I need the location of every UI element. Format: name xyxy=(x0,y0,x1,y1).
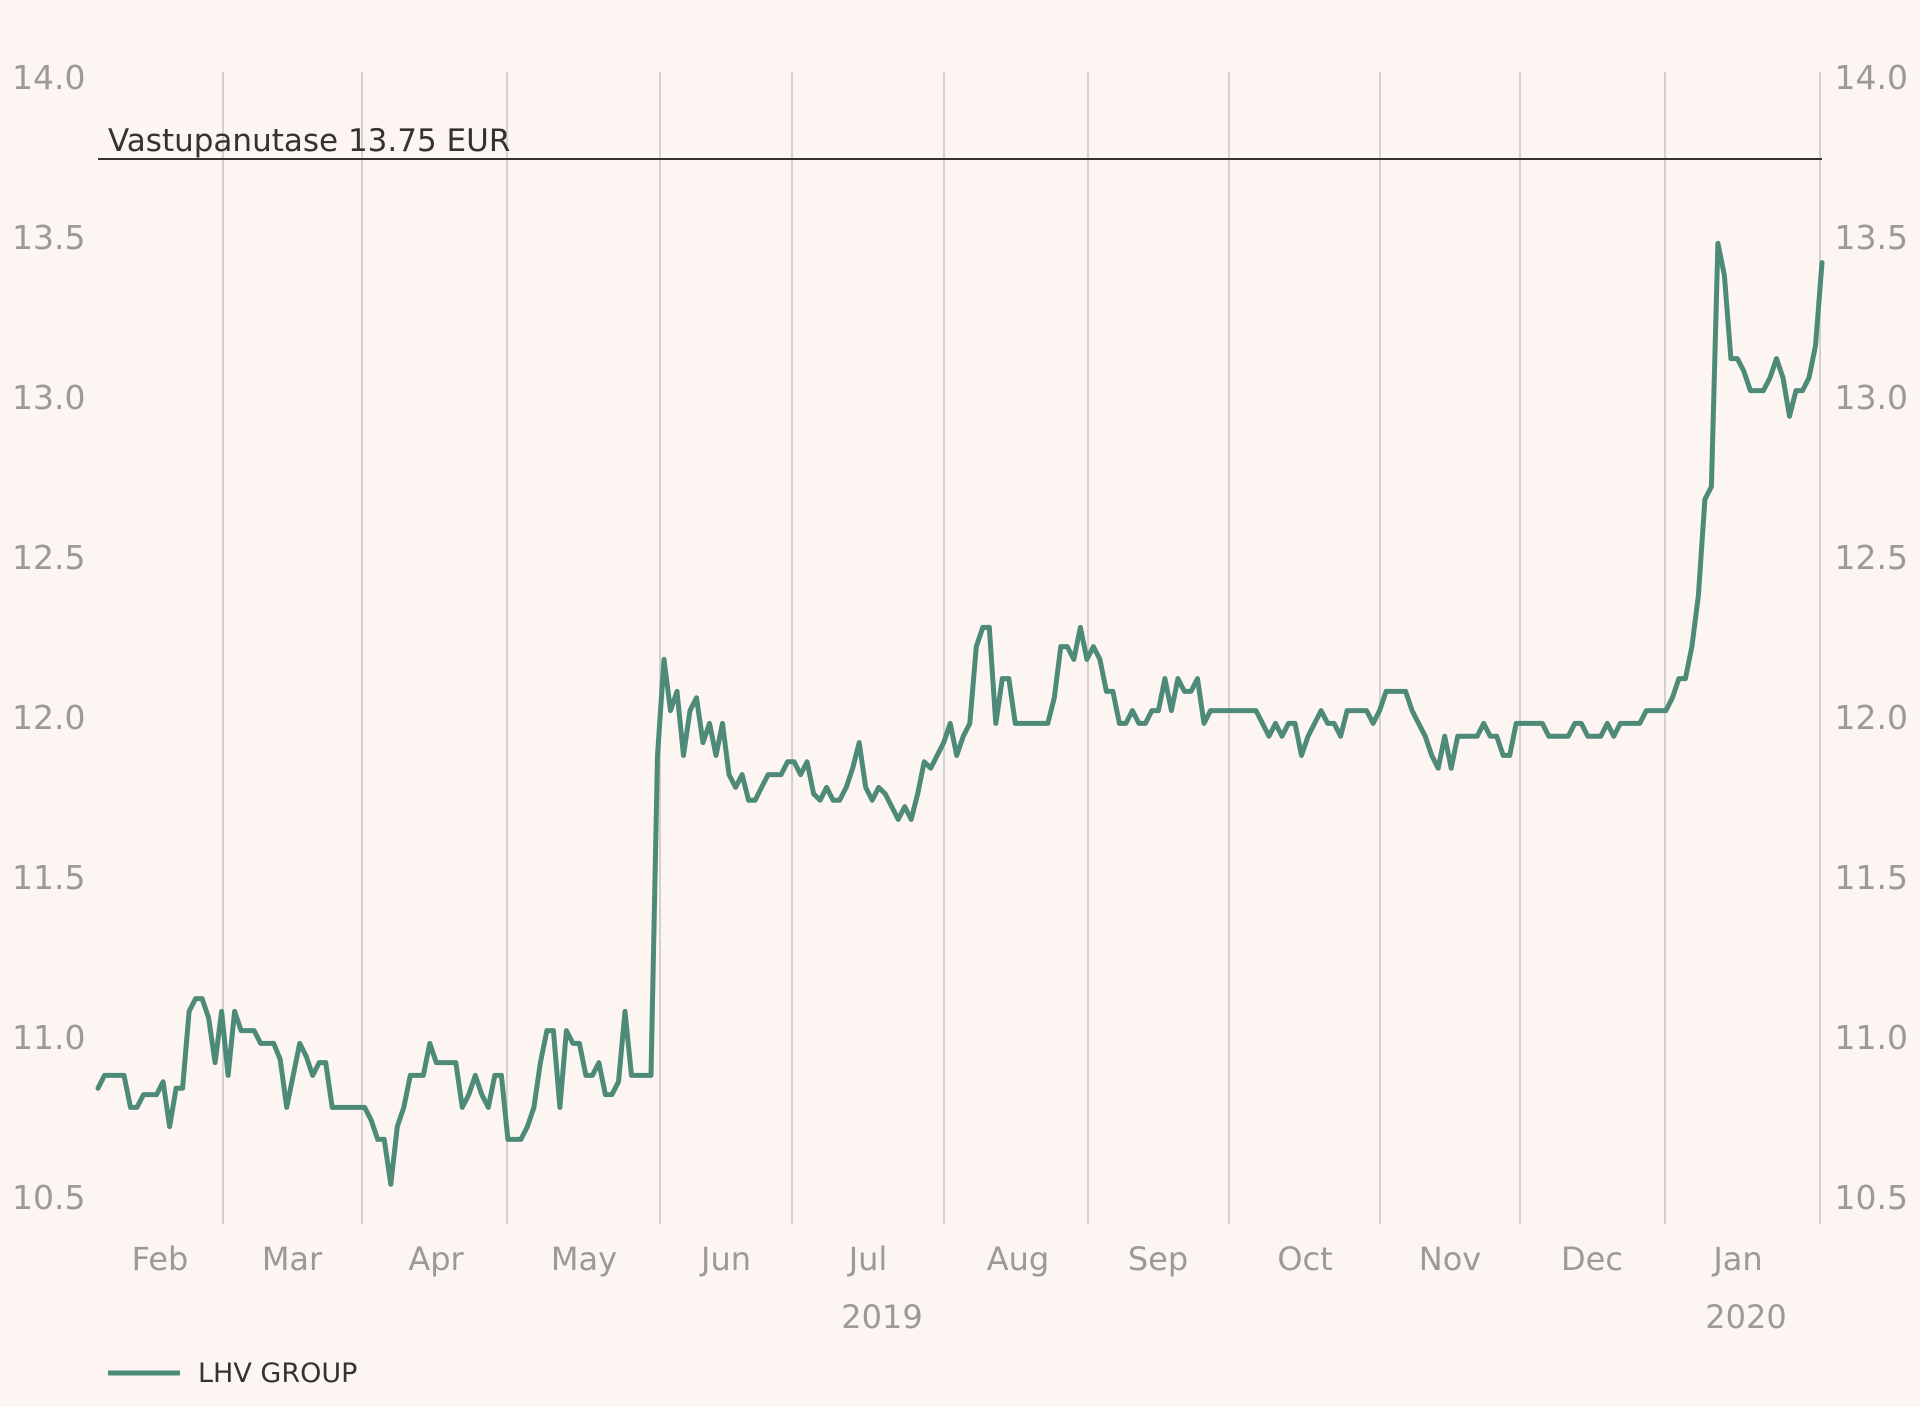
y-tick-label-left: 12.0 xyxy=(12,698,85,737)
x-month-label: Sep xyxy=(1128,1240,1188,1278)
y-tick-label-left: 13.5 xyxy=(12,218,85,257)
y-tick-label-right: 11.5 xyxy=(1835,858,1908,897)
y-axis-right: 10.5 11.0 11.5 12.0 12.5 13.0 13.5 14.0 xyxy=(1835,58,1908,1217)
x-year-label: 2020 xyxy=(1705,1298,1786,1336)
x-month-label: May xyxy=(551,1240,617,1278)
gridlines xyxy=(222,72,1821,1224)
y-tick-label-right: 14.0 xyxy=(1835,58,1908,97)
x-month-label: Jun xyxy=(699,1240,751,1278)
x-axis: Feb Mar Apr May Jun Jul Aug Sep Oct Nov Dec Jan 2019… xyxy=(132,1240,1787,1336)
x-month-label: Mar xyxy=(262,1240,323,1278)
series-layer xyxy=(95,240,1825,1187)
y-tick-label-right: 13.0 xyxy=(1835,378,1908,417)
y-tick-label-right: 13.5 xyxy=(1835,218,1908,257)
y-tick-label-right: 10.5 xyxy=(1835,1178,1908,1217)
y-tick-label-left: 10.5 xyxy=(12,1178,85,1217)
x-month-label: Aug xyxy=(987,1240,1049,1278)
y-tick-label-left: 12.5 xyxy=(12,538,85,577)
legend-label: LHV GROUP xyxy=(198,1358,357,1389)
x-month-label: Jan xyxy=(1711,1240,1762,1278)
y-tick-label-left: 11.0 xyxy=(12,1018,85,1057)
x-month-label: Dec xyxy=(1561,1240,1623,1278)
y-tick-label-right: 11.0 xyxy=(1835,1018,1908,1057)
y-tick-label-right: 12.5 xyxy=(1835,538,1908,577)
reference-line-label: Vastupanutase 13.75 EUR xyxy=(108,123,510,159)
legend: LHV GROUP xyxy=(108,1358,357,1389)
x-month-label: Nov xyxy=(1419,1240,1481,1278)
y-tick-label-left: 14.0 xyxy=(12,58,85,97)
series-line-lhv-group xyxy=(95,240,1825,1187)
y-axis-left: 10.5 11.0 11.5 12.0 12.5 13.0 13.5 14.0 xyxy=(12,58,85,1217)
x-month-label: Feb xyxy=(132,1240,189,1278)
x-year-label: 2019 xyxy=(841,1298,922,1336)
y-tick-label-right: 12.0 xyxy=(1835,698,1908,737)
x-month-label: Oct xyxy=(1277,1240,1332,1278)
x-month-label: Jul xyxy=(847,1240,888,1278)
x-month-label: Apr xyxy=(408,1240,464,1278)
y-tick-label-left: 13.0 xyxy=(12,378,85,417)
reference-line-group: Vastupanutase 13.75 EUR xyxy=(98,123,1822,160)
y-tick-label-left: 11.5 xyxy=(12,858,85,897)
